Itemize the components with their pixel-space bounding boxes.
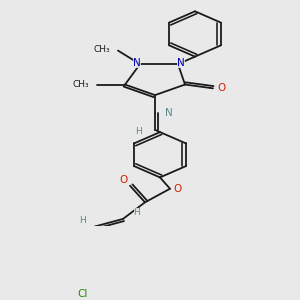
Text: H: H: [80, 216, 86, 225]
Text: N: N: [177, 58, 185, 68]
Text: CH₃: CH₃: [93, 45, 110, 54]
Text: O: O: [217, 83, 225, 93]
Text: H: H: [134, 208, 140, 217]
Text: Cl: Cl: [78, 289, 88, 299]
Text: N: N: [165, 108, 173, 118]
Text: N: N: [133, 58, 141, 68]
Text: O: O: [120, 175, 128, 185]
Text: O: O: [174, 184, 182, 194]
Text: H: H: [136, 127, 142, 136]
Text: CH₃: CH₃: [72, 80, 89, 89]
